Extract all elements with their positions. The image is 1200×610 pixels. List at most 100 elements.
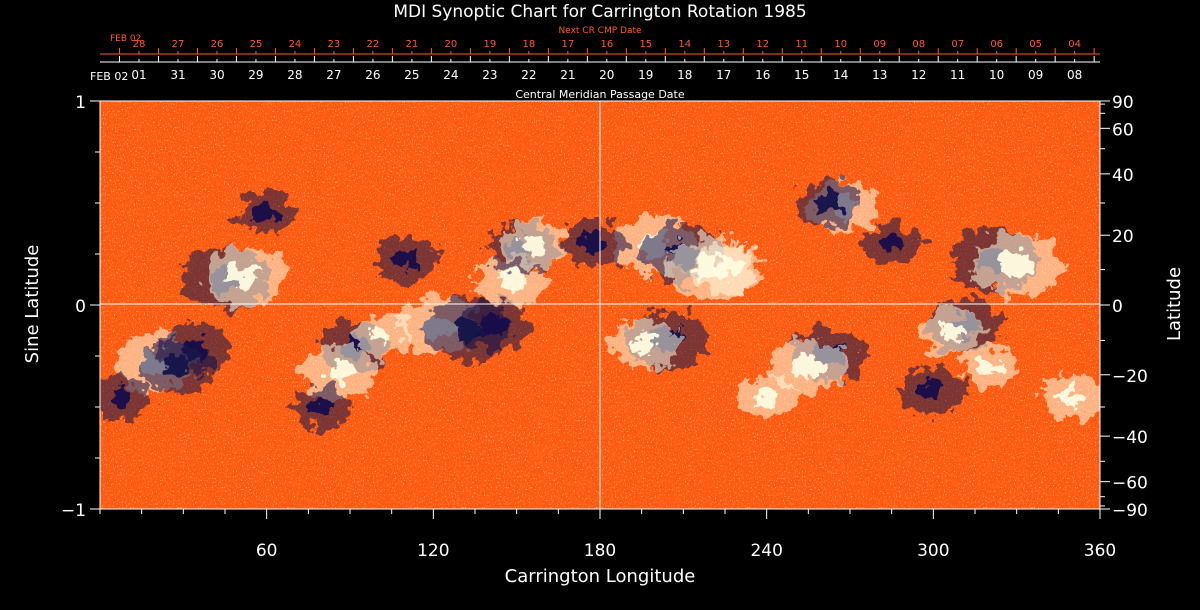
cmp-date-label: 18: [677, 68, 692, 82]
cmp-date-label: 17: [716, 68, 731, 82]
next-cmp-date-label: 09: [873, 39, 886, 50]
next-cmp-date-label: 28: [133, 39, 146, 50]
y-right-tick-label: −60: [1112, 474, 1148, 494]
cmp-date-label: 19: [638, 68, 653, 82]
y-left-tick-label: −1: [61, 501, 86, 521]
cmp-date-label: 25: [404, 68, 419, 82]
next-cmp-date-label: 23: [328, 39, 341, 50]
cmp-date-label: 24: [443, 68, 458, 82]
cmp-date-label: 14: [833, 68, 848, 82]
y-left-tick-label: 0: [75, 297, 86, 317]
cmp-date-label: 10: [989, 68, 1004, 82]
region-core-positive: [999, 251, 1034, 278]
next-cmp-date-label: 16: [600, 39, 613, 50]
cmp-date-label: 29: [248, 68, 263, 82]
region-core-negative: [880, 235, 903, 253]
region-core-negative: [582, 234, 607, 254]
x-axis: 60 120 180 240 300 360: [99, 509, 1116, 561]
next-cmp-date-label: 19: [483, 39, 496, 50]
cmp-date-label: 28: [287, 68, 302, 82]
region-core-positive: [521, 234, 546, 254]
cmp-date-label: 08: [1067, 68, 1082, 82]
y-axis-right-label: Latitude: [1164, 267, 1185, 341]
chart-title: MDI Synoptic Chart for Carrington Rotati…: [393, 2, 806, 22]
region-core-positive: [1060, 387, 1085, 407]
y-axis-left-label: Sine Latitude: [22, 245, 43, 364]
region-core-positive: [755, 388, 778, 406]
next-cmp-date-label: 25: [250, 39, 263, 50]
region-core-positive: [324, 361, 354, 384]
x-tick-label: 360: [1084, 541, 1116, 561]
region-core-negative: [481, 315, 508, 336]
next-cmp-date-label: 26: [211, 39, 224, 50]
next-cmp-date-label: 06: [990, 39, 1003, 50]
active-regions: [100, 179, 1100, 428]
next-cmp-date-label: 18: [522, 39, 535, 50]
y-axis-left: 1 0 −1: [61, 93, 100, 521]
next-cmp-date-label: 10: [834, 39, 847, 50]
region-core-negative: [255, 204, 278, 222]
y-right-tick-label: 0: [1112, 297, 1123, 317]
x-axis-label: Carrington Longitude: [505, 566, 696, 587]
cmp-date-label: 12: [911, 68, 926, 82]
region-core-negative: [111, 388, 134, 406]
y-left-tick-label: 1: [75, 93, 86, 113]
y-right-tick-label: 60: [1112, 120, 1134, 140]
next-cmp-date-label: 05: [1029, 39, 1042, 50]
next-cmp-axis: 28 27 26 25 24 23 22 21 20 19 18 17 16 15 14 13 12 11 10 09…: [100, 39, 1100, 55]
x-tick-label: 300: [917, 541, 949, 561]
region-core-negative: [393, 250, 418, 270]
cmp-date-label: 16: [755, 68, 770, 82]
next-cmp-date-label: 21: [406, 39, 419, 50]
y-right-tick-label: 90: [1112, 93, 1134, 113]
region-core-positive: [714, 257, 742, 279]
cmp-caption: Central Meridian Passage Date: [515, 88, 684, 101]
next-cmp-date-label: 17: [561, 39, 574, 50]
next-cmp-date-label: 15: [639, 39, 652, 50]
cmp-date-label: 15: [794, 68, 809, 82]
x-tick-label: 60: [256, 541, 278, 561]
next-cmp-date-label: 11: [795, 39, 808, 50]
y-right-tick-label: 20: [1112, 227, 1134, 247]
cmp-axis: 01 31 30 29 28 27 26 25 24 23 22 21 20 19 18 17 16 15 14 13…: [100, 56, 1100, 82]
cmp-date-label: 22: [521, 68, 536, 82]
y-right-tick-label: −40: [1112, 428, 1148, 448]
cmp-date-label: 13: [872, 68, 887, 82]
next-cmp-caption: Next CR CMP Date: [558, 26, 642, 36]
next-cmp-date-label: 07: [951, 39, 964, 50]
next-cmp-date-label: 08: [912, 39, 925, 50]
cmp-date-label: 21: [560, 68, 575, 82]
y-right-tick-label: −20: [1112, 367, 1148, 387]
next-cmp-date-label: 12: [756, 39, 769, 50]
region-core-positive: [977, 357, 1000, 375]
region-core-negative: [311, 398, 334, 416]
cmp-date-label: 23: [482, 68, 497, 82]
next-cmp-date-label: 22: [367, 39, 380, 50]
magnetogram-map: [100, 101, 1100, 509]
next-cmp-date-label: 27: [172, 39, 185, 50]
cmp-date-label: 11: [950, 68, 965, 82]
region-core-positive: [631, 333, 658, 355]
cmp-date-label: 31: [170, 68, 185, 82]
cmp-date-label: 26: [365, 68, 380, 82]
region-core-negative: [815, 193, 840, 213]
y-right-tick-label: −90: [1112, 501, 1148, 521]
cmp-date-label: 09: [1028, 68, 1043, 82]
next-cmp-date-label: 14: [678, 39, 691, 50]
cmp-date-label: 30: [209, 68, 224, 82]
next-cmp-date-label: 20: [445, 39, 458, 50]
region-core-positive: [228, 264, 261, 289]
next-cmp-start-label: FEB 02: [110, 34, 141, 44]
x-tick-label: 240: [750, 541, 782, 561]
y-right-tick-label: 40: [1112, 166, 1134, 186]
x-tick-label: 120: [417, 541, 449, 561]
cmp-start-label: FEB 02: [90, 70, 128, 83]
region-core-negative: [921, 381, 946, 401]
region-core-positive: [793, 355, 823, 378]
cmp-date-label: 01: [131, 68, 146, 82]
y-axis-right: 90 60 40 20 0 −20 −40 −60 −90: [1100, 93, 1148, 521]
region-core-positive: [937, 322, 963, 341]
region-core-positive: [497, 270, 525, 291]
next-cmp-date-label: 24: [289, 39, 302, 50]
